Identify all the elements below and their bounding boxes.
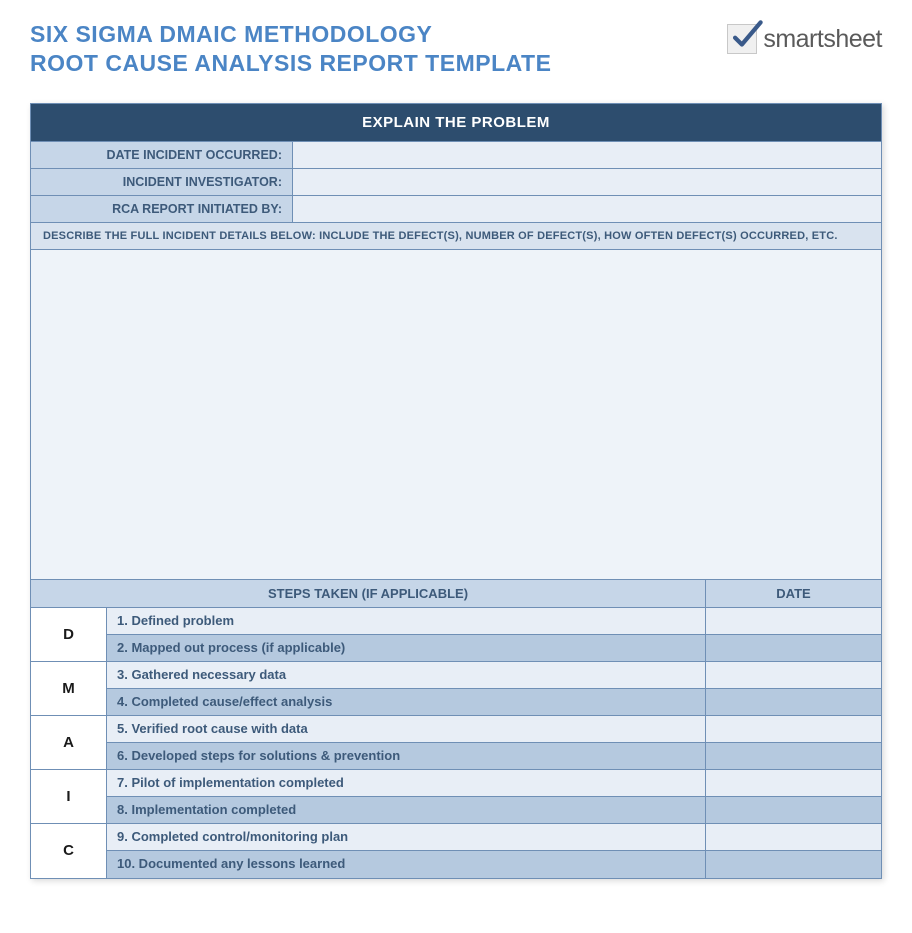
field-value[interactable] xyxy=(293,196,881,222)
explain-section-header: EXPLAIN THE PROBLEM xyxy=(31,104,881,142)
field-label: DATE INCIDENT OCCURRED: xyxy=(31,142,293,168)
step-row: 8. Implementation completed xyxy=(107,797,881,824)
step-label: 8. Implementation completed xyxy=(107,797,706,823)
field-label: RCA REPORT INITIATED BY: xyxy=(31,196,293,222)
field-label: INCIDENT INVESTIGATOR: xyxy=(31,169,293,195)
step-label: 1. Defined problem xyxy=(107,608,706,634)
page-header: SIX SIGMA DMAIC METHODOLOGY ROOT CAUSE A… xyxy=(30,20,882,78)
step-label: 3. Gathered necessary data xyxy=(107,662,706,688)
step-row: 9. Completed control/monitoring plan xyxy=(107,824,881,851)
dmaic-letter: C xyxy=(31,824,106,877)
dmaic-letter: M xyxy=(31,662,106,716)
describe-body[interactable] xyxy=(31,250,881,580)
step-row: 10. Documented any lessons learned xyxy=(107,851,881,878)
step-label: 4. Completed cause/effect analysis xyxy=(107,689,706,715)
step-label: 7. Pilot of implementation completed xyxy=(107,770,706,796)
logo-text: smartsheet xyxy=(763,25,882,54)
steps-header-row: STEPS TAKEN (IF APPLICABLE) DATE xyxy=(31,580,881,608)
steps-header-main: STEPS TAKEN (IF APPLICABLE) xyxy=(31,580,706,607)
field-row: RCA REPORT INITIATED BY: xyxy=(31,196,881,223)
step-row: 7. Pilot of implementation completed xyxy=(107,770,881,797)
step-date[interactable] xyxy=(706,770,881,796)
step-date[interactable] xyxy=(706,662,881,688)
steps-header-date: DATE xyxy=(706,580,881,607)
step-date[interactable] xyxy=(706,851,881,878)
checkmark-icon xyxy=(727,24,757,54)
step-row: 2. Mapped out process (if applicable) xyxy=(107,635,881,662)
step-date[interactable] xyxy=(706,824,881,850)
step-label: 5. Verified root cause with data xyxy=(107,716,706,742)
step-row: 5. Verified root cause with data xyxy=(107,716,881,743)
step-label: 10. Documented any lessons learned xyxy=(107,851,706,878)
describe-header: DESCRIBE THE FULL INCIDENT DETAILS BELOW… xyxy=(31,223,881,250)
step-label: 6. Developed steps for solutions & preve… xyxy=(107,743,706,769)
page-title: SIX SIGMA DMAIC METHODOLOGY ROOT CAUSE A… xyxy=(30,20,551,78)
steps-rows: 1. Defined problem2. Mapped out process … xyxy=(107,608,881,878)
step-row: 4. Completed cause/effect analysis xyxy=(107,689,881,716)
smartsheet-logo: smartsheet xyxy=(727,24,882,54)
steps-body: DMAIC 1. Defined problem2. Mapped out pr… xyxy=(31,608,881,878)
template-form: EXPLAIN THE PROBLEM DATE INCIDENT OCCURR… xyxy=(30,103,882,879)
field-value[interactable] xyxy=(293,169,881,195)
title-line-2: ROOT CAUSE ANALYSIS REPORT TEMPLATE xyxy=(30,49,551,78)
dmaic-letter: D xyxy=(31,608,106,662)
field-row: INCIDENT INVESTIGATOR: xyxy=(31,169,881,196)
explain-fields: DATE INCIDENT OCCURRED:INCIDENT INVESTIG… xyxy=(31,142,881,223)
step-row: 6. Developed steps for solutions & preve… xyxy=(107,743,881,770)
step-date[interactable] xyxy=(706,608,881,634)
step-label: 2. Mapped out process (if applicable) xyxy=(107,635,706,661)
field-row: DATE INCIDENT OCCURRED: xyxy=(31,142,881,169)
step-row: 3. Gathered necessary data xyxy=(107,662,881,689)
field-value[interactable] xyxy=(293,142,881,168)
step-date[interactable] xyxy=(706,689,881,715)
title-line-1: SIX SIGMA DMAIC METHODOLOGY xyxy=(30,20,551,49)
step-row: 1. Defined problem xyxy=(107,608,881,635)
dmaic-letter: A xyxy=(31,716,106,770)
step-date[interactable] xyxy=(706,716,881,742)
step-label: 9. Completed control/monitoring plan xyxy=(107,824,706,850)
dmaic-column: DMAIC xyxy=(31,608,107,878)
step-date[interactable] xyxy=(706,797,881,823)
dmaic-letter: I xyxy=(31,770,106,824)
step-date[interactable] xyxy=(706,635,881,661)
step-date[interactable] xyxy=(706,743,881,769)
